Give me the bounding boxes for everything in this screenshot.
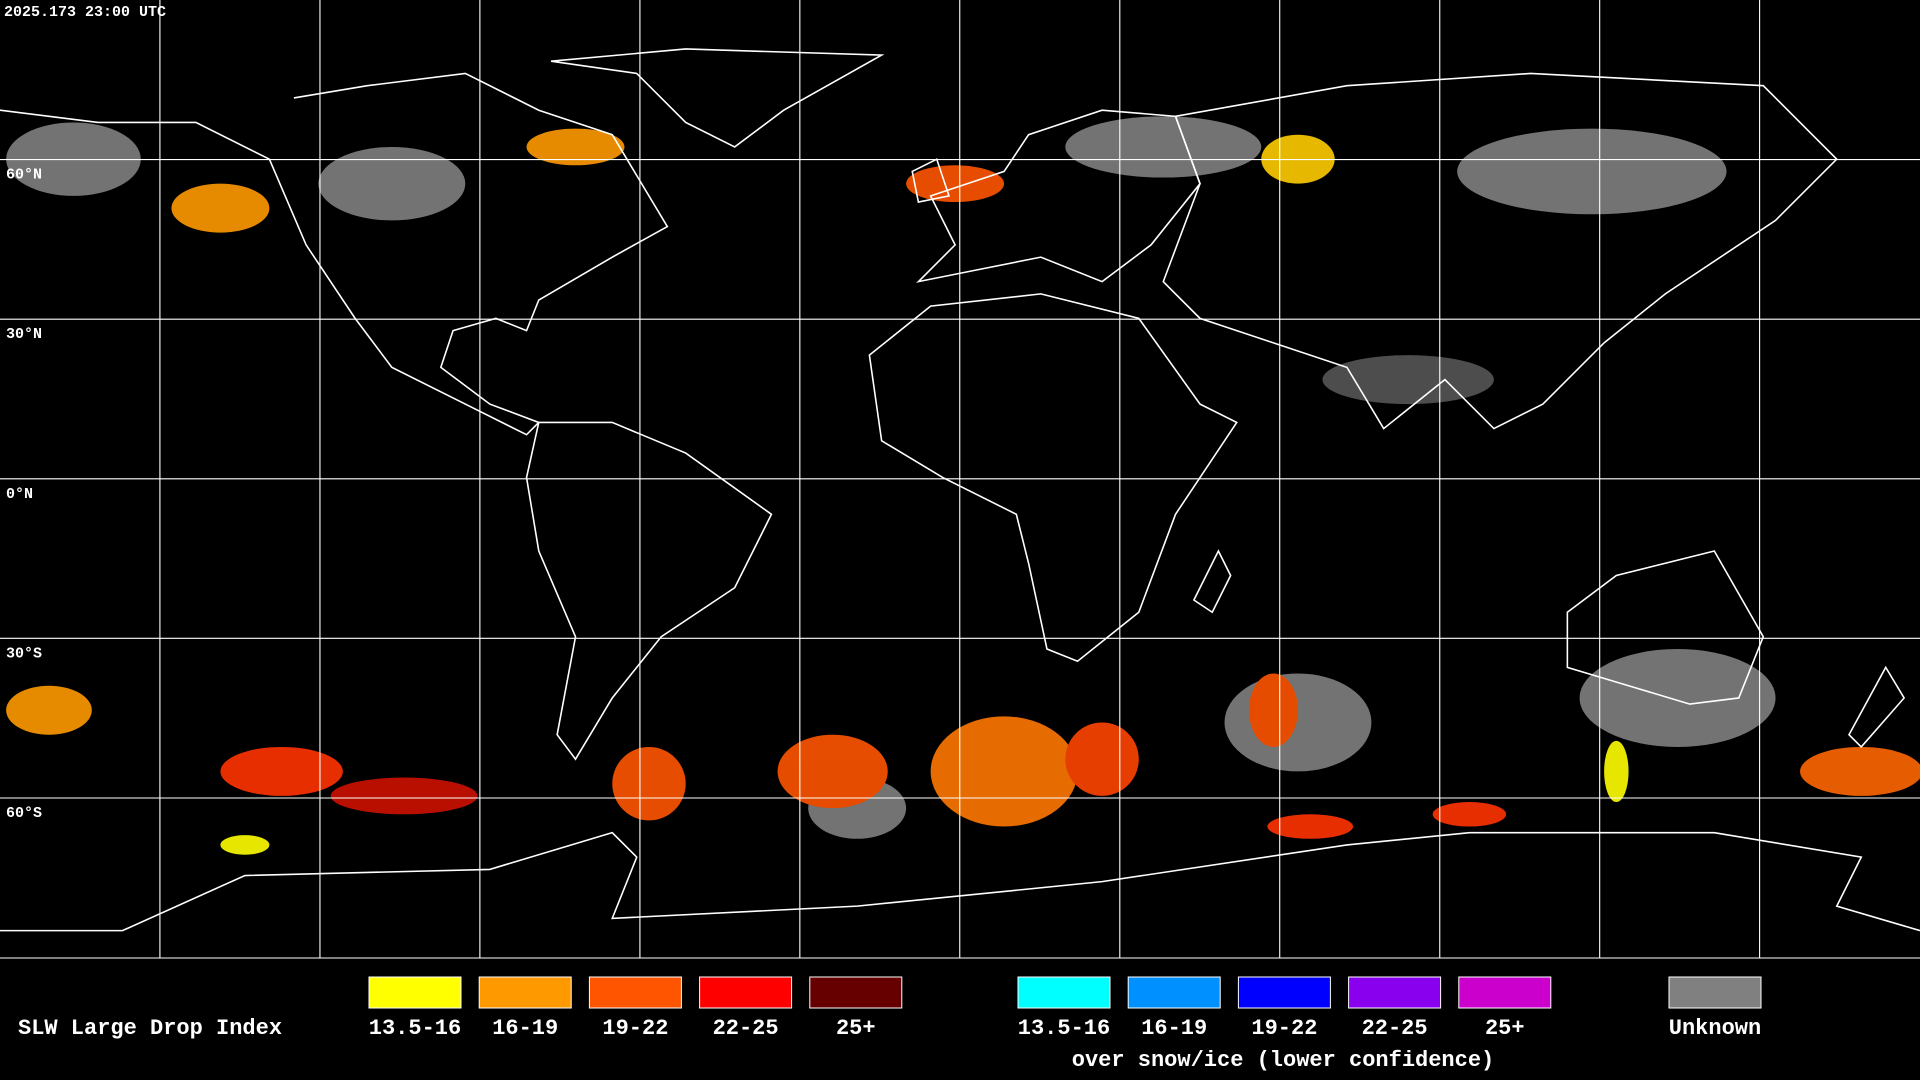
legend-swatch — [809, 976, 903, 1009]
snow-ice-label: over snow/ice (lower confidence) — [1072, 1048, 1494, 1073]
drop-patch — [330, 777, 478, 815]
coastlines — [0, 48, 1920, 932]
drop-patch — [1065, 722, 1139, 796]
latitude-label: 0°N — [6, 486, 33, 503]
drop-patch — [220, 746, 343, 796]
new-zealand — [1848, 665, 1906, 749]
madagascar — [1192, 549, 1232, 614]
legend-label: 19-22 — [602, 1016, 668, 1041]
legend-label: 22-25 — [1362, 1016, 1428, 1041]
drop-patch — [1432, 802, 1507, 827]
legend-swatch — [1458, 976, 1552, 1009]
drop-patch — [1604, 740, 1629, 803]
legend-title: SLW Large Drop Index — [18, 1016, 282, 1041]
drop-patch — [1267, 814, 1354, 839]
unknown-patch — [1322, 355, 1494, 405]
australia — [1566, 550, 1765, 705]
drop-patch — [171, 183, 270, 233]
north-america — [0, 72, 669, 436]
drop-patch — [526, 128, 625, 166]
legend-swatch — [699, 976, 793, 1009]
drop-patch — [1248, 673, 1298, 747]
legend-label: 13.5-16 — [1018, 1016, 1110, 1041]
legend-label: 13.5-16 — [369, 1016, 461, 1041]
latitude-label: 60°S — [6, 805, 42, 822]
legend-label: 16-19 — [492, 1016, 558, 1041]
legend-label: Unknown — [1669, 1016, 1761, 1041]
map — [0, 0, 1920, 958]
legend-label: 19-22 — [1251, 1016, 1317, 1041]
asia — [1162, 72, 1838, 430]
drop-patch — [1800, 746, 1920, 796]
drop-patch — [906, 165, 1005, 203]
south-america — [525, 421, 773, 761]
legend-swatch — [478, 976, 572, 1009]
unknown-patch — [318, 146, 466, 221]
timestamp: 2025.173 23:00 UTC — [4, 4, 166, 21]
latitude-label: 60°N — [6, 167, 42, 184]
legend-swatch — [1237, 976, 1331, 1009]
legend-swatch — [1017, 976, 1111, 1009]
unknown-patch — [1457, 128, 1727, 215]
drop-patch — [930, 716, 1078, 827]
africa — [868, 293, 1238, 663]
british-isles — [911, 158, 951, 203]
antarctica — [0, 831, 1920, 932]
legend-swatch — [368, 976, 462, 1009]
legend-label: 25+ — [1485, 1016, 1525, 1041]
legend-swatch — [1127, 976, 1221, 1009]
unknown-patch — [1579, 648, 1776, 747]
drop-patch — [777, 734, 888, 809]
cloud-patches — [6, 116, 1920, 855]
greenland — [550, 48, 885, 148]
drop-patch — [6, 685, 92, 735]
graticule — [0, 0, 1920, 958]
drop-patch — [612, 746, 686, 821]
legend-swatch — [1668, 976, 1762, 1009]
latitude-label: 30°S — [6, 645, 42, 662]
unknown-patch — [1065, 116, 1262, 178]
latitude-label: 30°N — [6, 326, 42, 343]
legend-swatch — [1348, 976, 1442, 1009]
legend-label: 22-25 — [713, 1016, 779, 1041]
legend-label: 25+ — [836, 1016, 876, 1041]
legend-label: 16-19 — [1141, 1016, 1207, 1041]
legend-swatch — [588, 976, 682, 1009]
unknown-patch — [1224, 673, 1372, 772]
drop-patch — [220, 835, 270, 855]
